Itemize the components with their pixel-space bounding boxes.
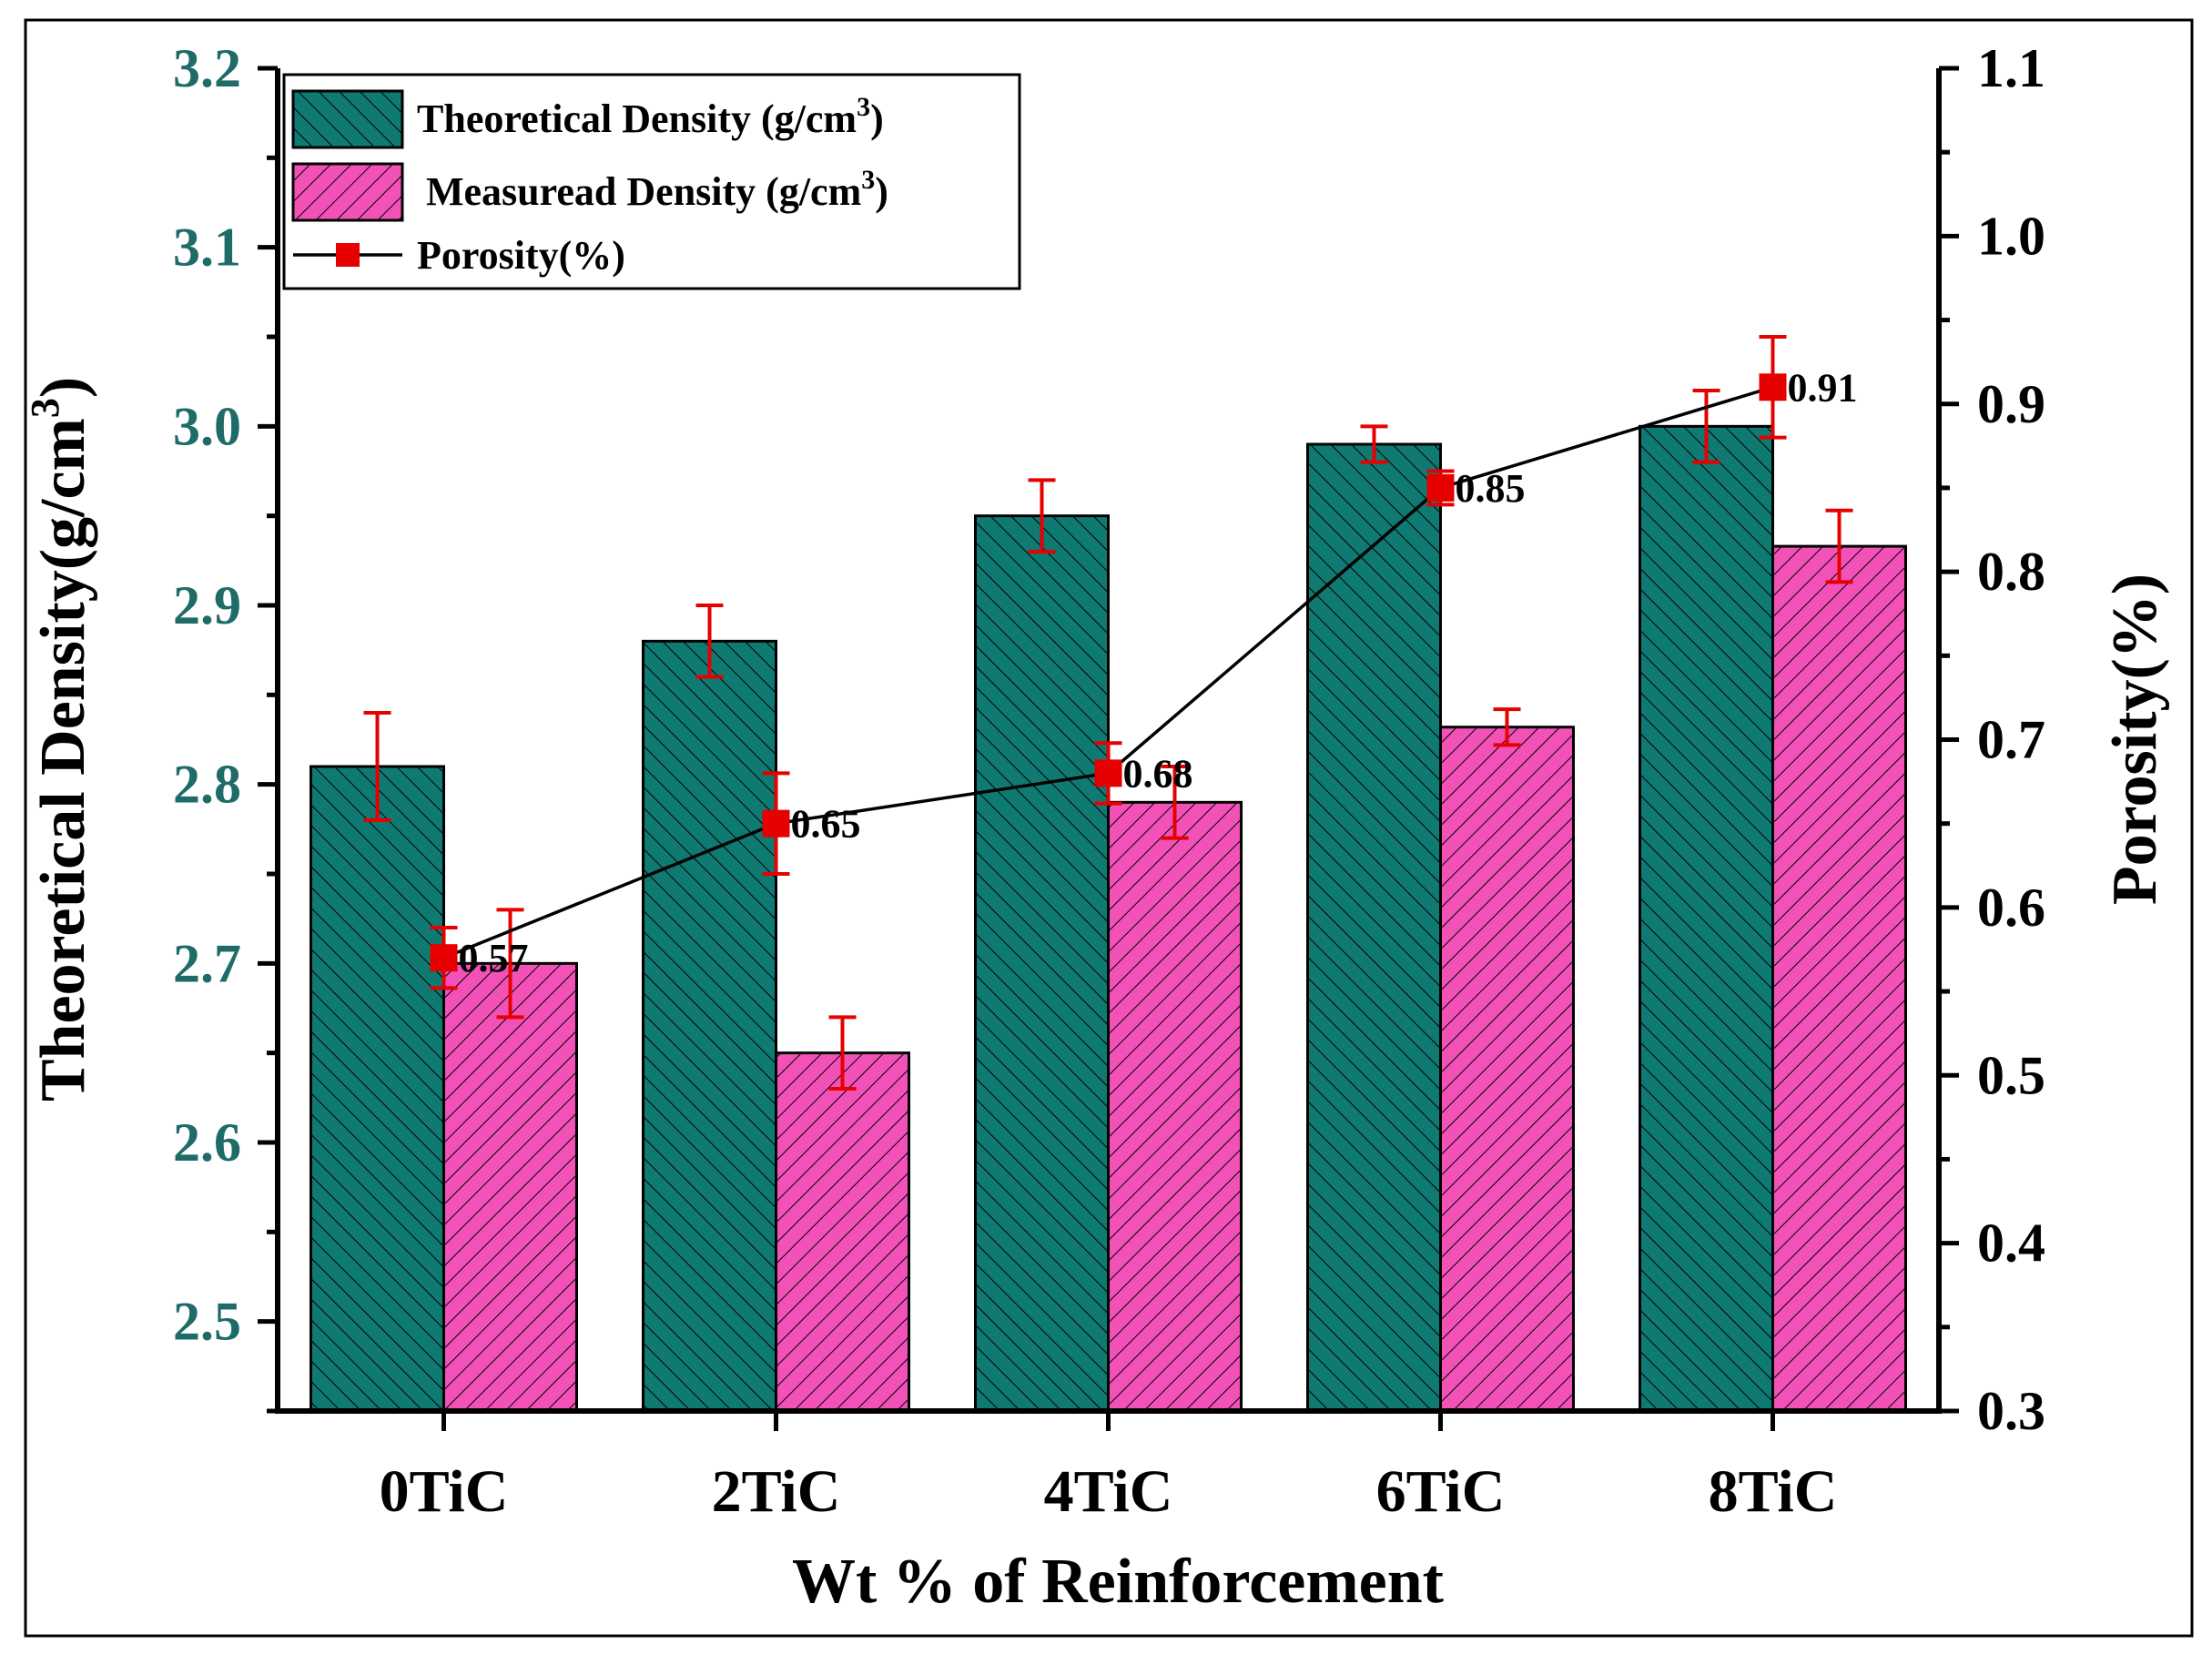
legend-item-theoretical: Theoretical Density (g/cm3)	[291, 89, 884, 149]
errorbar-theoretical-3	[1360, 424, 1388, 464]
left-tick-label-3: 2.8	[173, 755, 241, 815]
porosity-label-4: 0.91	[1788, 365, 1858, 410]
right-tick-label-3: 0.6	[1977, 878, 2045, 938]
porosity-marker-2	[1094, 759, 1122, 787]
errorbar-theoretical-4	[1692, 389, 1720, 464]
right-ticks: 0.3 0.4 0.5 0.6 0.7 0.8 0.9 1.0 1.1	[1939, 38, 2045, 1441]
bar-hatch-measured-4	[1772, 546, 1906, 1411]
legend-box	[282, 73, 1021, 290]
y-axis-title: Theoretical Density(g/cm3)	[23, 377, 98, 1101]
legend-label-theoretical: Theoretical Density (g/cm3)	[417, 92, 884, 141]
x-axis-title: Wt % of Reinforcement	[792, 1547, 1444, 1617]
legend-swatch-measured-hatch	[293, 164, 402, 220]
errorbar-measured-4	[1825, 508, 1853, 584]
porosity-marker-1	[762, 809, 790, 838]
legend-marker-porosity	[336, 243, 360, 267]
right-tick-label-1: 0.4	[1977, 1213, 2045, 1274]
right-tick-label-2: 0.5	[1977, 1045, 2045, 1105]
bar-hatch-measured-3	[1440, 726, 1574, 1411]
x-tick-label-3: 6TiC	[1376, 1458, 1506, 1525]
bar-hatch-theoretical-0	[310, 766, 444, 1411]
left-tick-label-0: 2.5	[173, 1292, 241, 1352]
legend-label-measured: Measuread Density (g/cm3)	[426, 165, 888, 214]
left-tick-label-4: 2.9	[173, 575, 241, 635]
bar-hatch-theoretical-3	[1307, 444, 1441, 1411]
errorbar-measured-1	[828, 1015, 857, 1091]
x-tick-label-0: 0TiC	[380, 1458, 509, 1525]
right-tick-label-8: 1.1	[1977, 38, 2045, 98]
errorbar-theoretical-0	[363, 711, 391, 822]
porosity-label-0: 0.57	[459, 936, 529, 980]
left-ticks: 2.5 2.6 2.7 2.8 2.9 3.0 3.1 3.2	[173, 38, 278, 1414]
y2-axis-title: Porosity(%)	[2100, 574, 2170, 905]
porosity-layer: 0.57 0.65 0.68 0.85 0.91	[430, 335, 1858, 990]
bar-hatch-theoretical-2	[975, 515, 1109, 1411]
legend-item-porosity: Porosity(%)	[293, 233, 625, 278]
left-tick-label-5: 3.0	[173, 396, 241, 456]
right-tick-label-7: 1.0	[1977, 206, 2045, 266]
porosity-marker-4	[1759, 373, 1787, 401]
right-tick-label-0: 0.3	[1977, 1381, 2045, 1441]
x-tick-label-4: 8TiC	[1709, 1458, 1838, 1525]
bar-hatch-measured-0	[443, 963, 577, 1411]
right-tick-label-4: 0.7	[1977, 710, 2045, 770]
left-tick-label-2: 2.7	[173, 933, 241, 993]
left-tick-label-7: 3.2	[173, 38, 241, 98]
bars-layer	[309, 424, 1907, 1413]
legend-swatch-theoretical-hatch	[293, 91, 402, 147]
errorbar-measured-0	[496, 908, 524, 1020]
figure-frame	[24, 18, 2194, 1638]
errorbar-theoretical-1	[695, 604, 724, 679]
x-ticks: 0TiC 2TiC 4TiC 6TiC 8TiC	[380, 1411, 1838, 1525]
porosity-marker-3	[1426, 473, 1455, 502]
legend-label-porosity: Porosity(%)	[417, 233, 625, 278]
left-tick-label-1: 2.6	[173, 1112, 241, 1172]
legend: Theoretical Density (g/cm3) Measuread De…	[282, 73, 1021, 290]
right-tick-label-5: 0.8	[1977, 542, 2045, 602]
errorbar-theoretical-2	[1028, 478, 1056, 553]
left-tick-label-6: 3.1	[173, 218, 241, 278]
right-tick-label-6: 0.9	[1977, 374, 2045, 434]
error-bars-layer	[363, 389, 1853, 1091]
errorbar-measured-3	[1493, 707, 1521, 747]
x-tick-label-1: 2TiC	[712, 1458, 841, 1525]
porosity-marker-0	[430, 944, 458, 972]
porosity-label-3: 0.85	[1456, 466, 1526, 511]
porosity-label-2: 0.68	[1123, 751, 1193, 796]
legend-item-measured: Measuread Density (g/cm3)	[291, 162, 888, 222]
errorbar-measured-2	[1161, 765, 1189, 840]
bar-hatch-theoretical-4	[1639, 426, 1773, 1411]
x-tick-label-2: 4TiC	[1044, 1458, 1173, 1525]
bar-hatch-theoretical-1	[643, 641, 776, 1411]
bar-hatch-measured-1	[776, 1052, 909, 1411]
bar-hatch-measured-2	[1108, 802, 1242, 1411]
porosity-label-1: 0.65	[791, 802, 861, 847]
